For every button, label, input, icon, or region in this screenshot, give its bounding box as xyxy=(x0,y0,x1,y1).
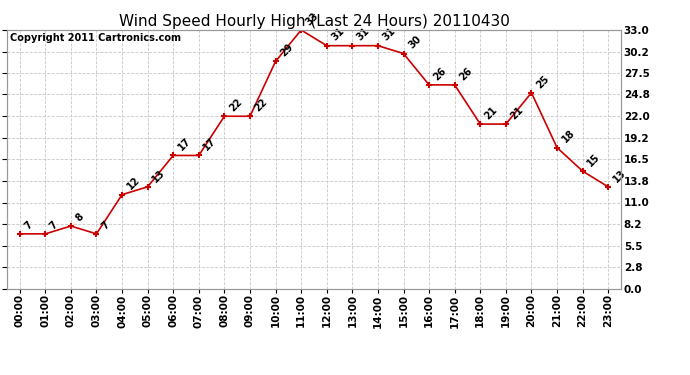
Text: 26: 26 xyxy=(457,66,474,82)
Text: 7: 7 xyxy=(99,219,111,231)
Text: 8: 8 xyxy=(74,211,86,223)
Text: 22: 22 xyxy=(253,97,269,114)
Text: 29: 29 xyxy=(278,42,295,58)
Text: 31: 31 xyxy=(381,26,397,43)
Text: 21: 21 xyxy=(483,105,500,122)
Text: 21: 21 xyxy=(509,105,525,122)
Text: 17: 17 xyxy=(176,136,193,153)
Text: 15: 15 xyxy=(585,152,602,168)
Text: 13: 13 xyxy=(150,167,167,184)
Text: 26: 26 xyxy=(432,66,448,82)
Text: Copyright 2011 Cartronics.com: Copyright 2011 Cartronics.com xyxy=(10,33,181,43)
Text: 22: 22 xyxy=(227,97,244,114)
Text: 31: 31 xyxy=(355,26,372,43)
Text: 12: 12 xyxy=(125,175,141,192)
Text: 25: 25 xyxy=(534,74,551,90)
Text: 31: 31 xyxy=(330,26,346,43)
Text: 30: 30 xyxy=(406,34,423,51)
Text: 17: 17 xyxy=(201,136,218,153)
Text: 13: 13 xyxy=(611,167,628,184)
Title: Wind Speed Hourly High (Last 24 Hours) 20110430: Wind Speed Hourly High (Last 24 Hours) 2… xyxy=(119,14,509,29)
Text: 33: 33 xyxy=(304,10,321,27)
Text: 7: 7 xyxy=(23,219,34,231)
Text: 7: 7 xyxy=(48,219,60,231)
Text: 18: 18 xyxy=(560,128,577,145)
